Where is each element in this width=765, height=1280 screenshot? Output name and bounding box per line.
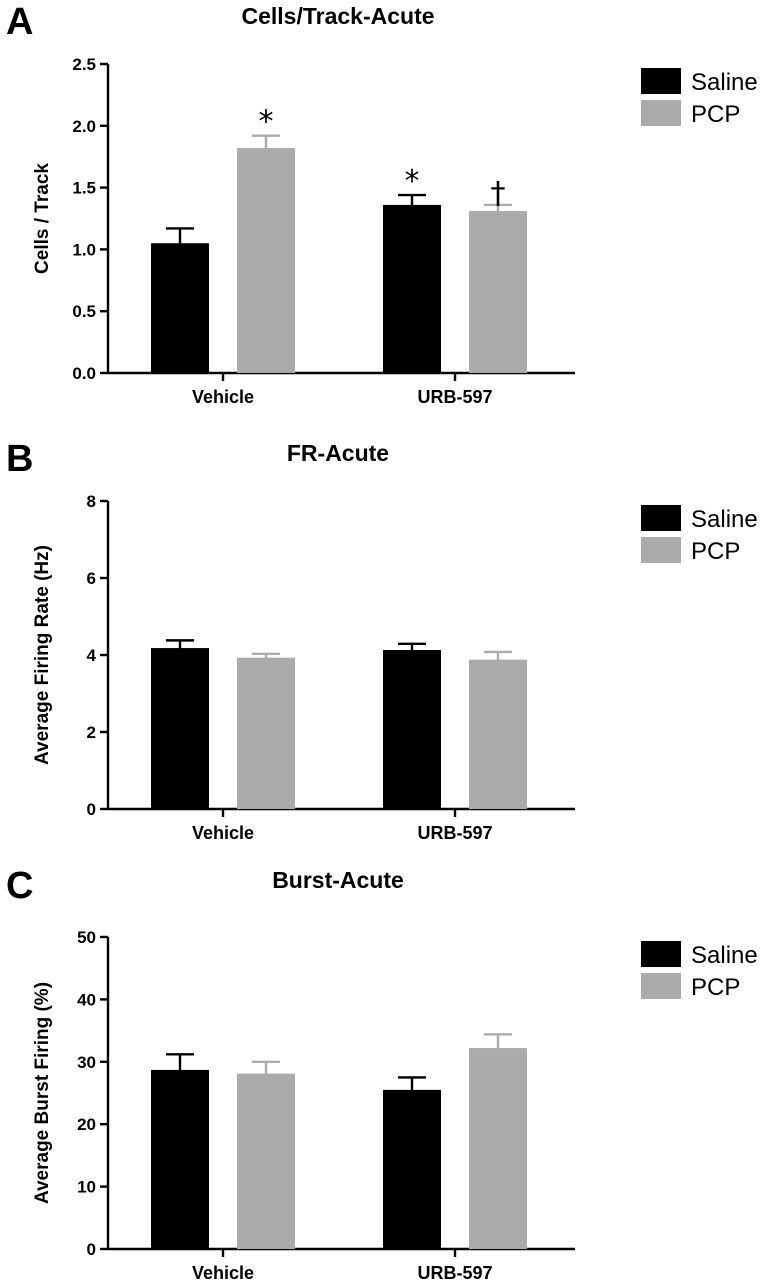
panel-label-b: B [6, 438, 33, 480]
bar-saline-urb-597 [383, 204, 441, 373]
legend-swatch-pcp [641, 100, 681, 126]
chart-title: Burst-Acute [272, 867, 404, 893]
x-category-label: Vehicle [192, 823, 254, 843]
x-category-label: Vehicle [192, 387, 254, 407]
panel-label-a: A [6, 1, 33, 43]
bar-pcp-vehicle [237, 1073, 295, 1249]
y-tick-label: 2.0 [72, 117, 96, 136]
chart-title: Cells/Track-Acute [241, 3, 434, 29]
y-axis-label: Cells / Track [32, 163, 53, 274]
y-tick-label: 50 [77, 928, 96, 947]
y-tick-label: 30 [77, 1053, 96, 1072]
y-tick-label: 20 [77, 1115, 96, 1134]
chart-title: FR-Acute [287, 440, 389, 466]
bar-saline-vehicle [151, 648, 209, 809]
legend-swatch-pcp [641, 973, 681, 999]
significance-asterisk: * [259, 105, 274, 140]
y-axis-label: Average Burst Firing (%) [32, 982, 53, 1204]
bar-pcp-urb-597 [469, 1048, 527, 1249]
y-tick-label: 2 [87, 723, 96, 742]
y-axis-label: Average Firing Rate (Hz) [32, 545, 53, 765]
bar-pcp-vehicle [237, 148, 295, 373]
bar-saline-urb-597 [383, 1089, 441, 1249]
legend-label-pcp: PCP [691, 974, 740, 1001]
chart-c-svg: C Burst-Acute Average Burst Firing (%) 0 10 2… [6, 865, 758, 1280]
y-tick-label: 40 [77, 990, 96, 1009]
bar-pcp-urb-597 [469, 211, 527, 373]
y-tick-label: 2.5 [72, 55, 96, 74]
y-tick-label: 6 [87, 569, 96, 588]
legend-label-saline: Saline [691, 69, 758, 96]
bar-pcp-urb-597 [469, 659, 527, 809]
legend-swatch-saline [641, 505, 681, 531]
legend-label-pcp: PCP [691, 538, 740, 565]
chart-panel-a: A Cells/Track-Acute Cells / Track 0.0 0.5 1.0… [0, 0, 765, 425]
bar-saline-urb-597 [383, 649, 441, 809]
legend-swatch-saline [641, 941, 681, 967]
y-tick-label: 0.5 [72, 302, 96, 321]
bar-pcp-vehicle [237, 657, 295, 809]
legend-swatch-saline [641, 68, 681, 94]
bar-saline-vehicle [151, 243, 209, 373]
y-tick-label: 1.5 [72, 179, 96, 198]
y-tick-label: 0 [87, 800, 96, 819]
legend-label-pcp: PCP [691, 101, 740, 128]
significance-dagger: † [491, 176, 506, 211]
chart-a-svg: A Cells/Track-Acute Cells / Track 0.0 0.5 1.0… [6, 1, 758, 407]
x-category-label: URB-597 [417, 387, 492, 407]
legend-label-saline: Saline [691, 506, 758, 533]
y-tick-label: 10 [77, 1178, 96, 1197]
legend-swatch-pcp [641, 537, 681, 563]
x-category-label: URB-597 [417, 1263, 492, 1280]
y-tick-label: 4 [87, 646, 97, 665]
x-category-label: Vehicle [192, 1263, 254, 1280]
bar-saline-vehicle [151, 1069, 209, 1249]
chart-b-svg: B FR-Acute Average Firing Rate (Hz) 0 2 4 6 8 Ve… [6, 438, 758, 843]
y-tick-label: 8 [87, 492, 96, 511]
y-tick-label: 1.0 [72, 240, 96, 259]
panel-label-c: C [6, 865, 33, 907]
chart-panel-c: C Burst-Acute Average Burst Firing (%) 0 10 2… [0, 864, 765, 1280]
x-category-label: URB-597 [417, 823, 492, 843]
significance-asterisk: * [405, 164, 420, 199]
y-tick-label: 0.0 [72, 364, 96, 383]
chart-panel-b: B FR-Acute Average Firing Rate (Hz) 0 2 4 6 8 Ve… [0, 437, 765, 857]
legend-label-saline: Saline [691, 942, 758, 969]
y-tick-label: 0 [87, 1240, 96, 1259]
